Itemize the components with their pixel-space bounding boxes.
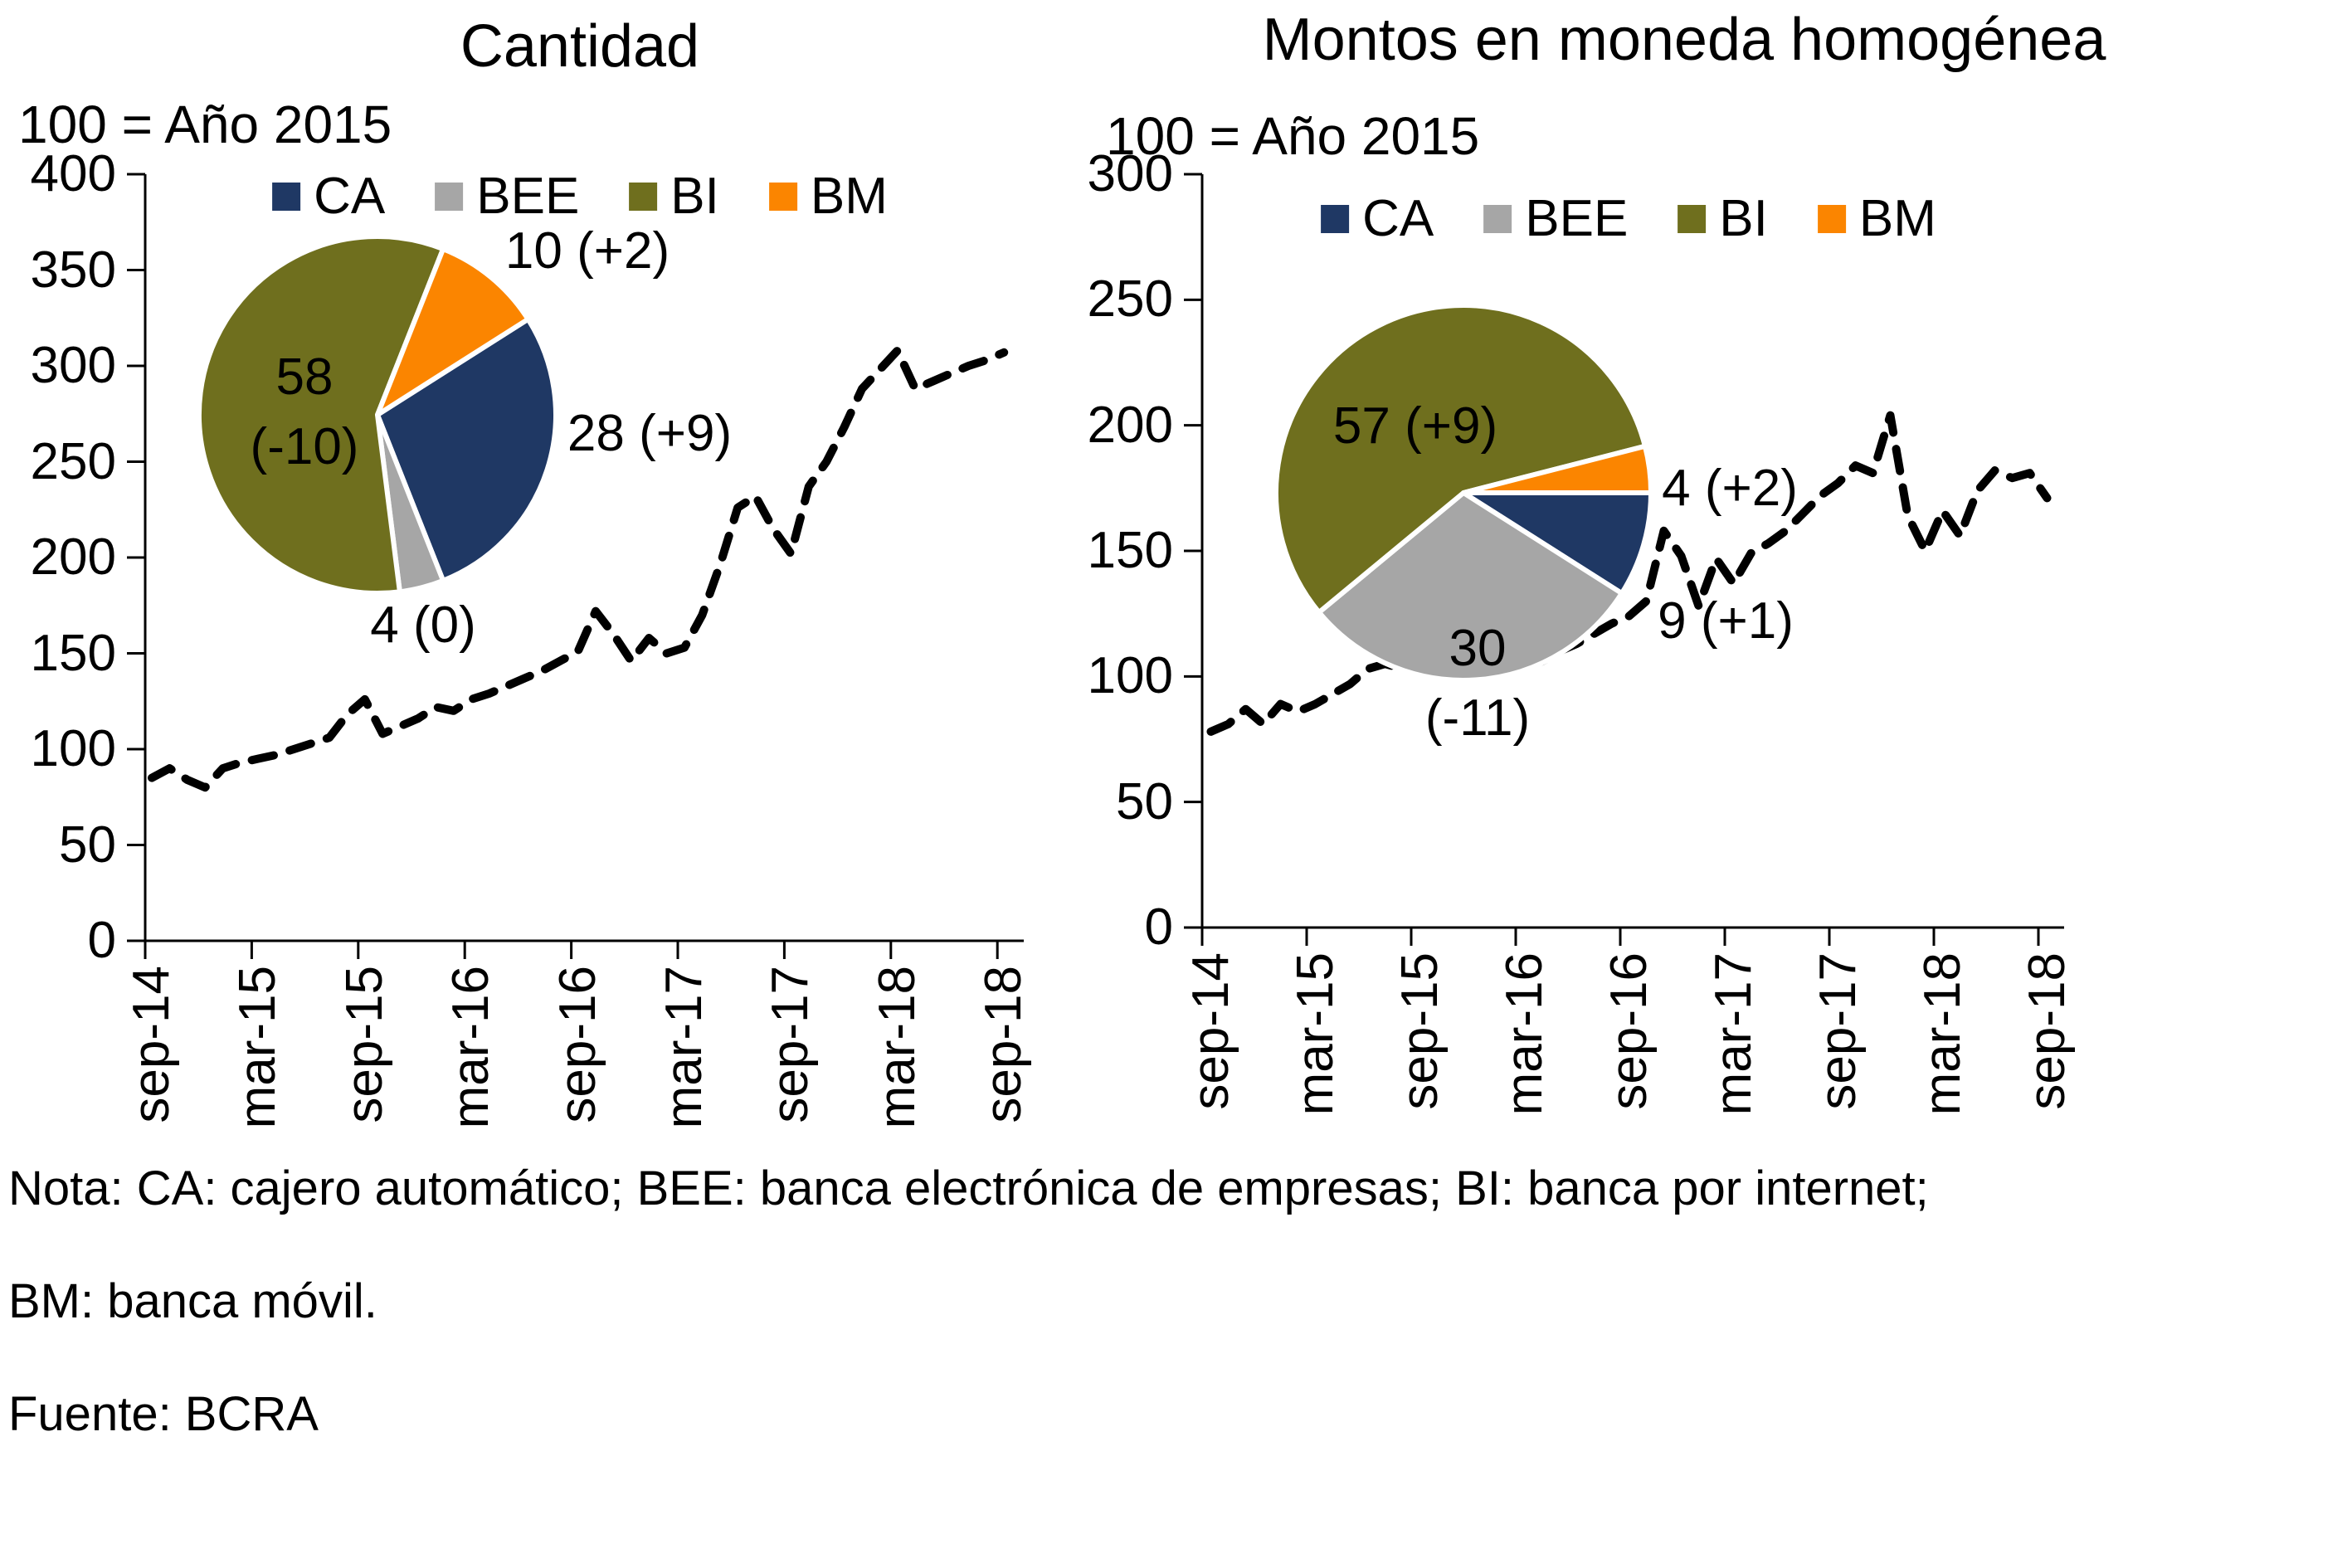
left-legend-label-bi: BI [670, 168, 719, 225]
right-legend-item-bm: BM [1817, 190, 1936, 248]
right-legend-item-bi: BI [1678, 190, 1768, 248]
left-x-tick-label: sep-15 [335, 966, 393, 1123]
left-x-tick-label: sep-18 [975, 966, 1033, 1123]
bm-legend-swatch-icon [1817, 205, 1846, 233]
left-y-tick-label: 300 [30, 337, 116, 394]
left-legend-label-bee: BEE [476, 168, 580, 225]
right-pie-label-BM: 4 (+2) [1662, 460, 1798, 517]
right-line-series [1206, 411, 2052, 736]
ca-legend-swatch-icon [272, 183, 301, 211]
right-pie-slice-BEE [1316, 490, 1624, 683]
left-y-tick-label: 200 [30, 528, 116, 586]
right-legend-item-bee: BEE [1483, 190, 1628, 248]
right-y-tick-label: 50 [1116, 772, 1173, 830]
right-pie-slice-BI [1273, 302, 1648, 616]
left-pie-label-BI: 58 (-10) [250, 348, 359, 475]
left-legend-item-bm: BM [768, 168, 888, 226]
right-chart-title: Montos en moneda homogénea [1262, 7, 2106, 73]
right-x-tick-label: mar-16 [1495, 952, 1553, 1116]
right-x-tick-label: sep-15 [1390, 952, 1449, 1110]
right-pie-slice-CA [1461, 490, 1653, 597]
right-legend-label-bm: BM [1858, 190, 1936, 247]
right-x-tick-label: sep-17 [1809, 952, 1867, 1110]
left-legend-item-bi: BI [629, 168, 719, 226]
right-x-tick-label: mar-18 [1913, 952, 1971, 1116]
right-y-tick-label: 200 [1087, 396, 1173, 454]
left-y-tick-label: 400 [30, 145, 116, 202]
left-chart-subtitle: 100 = Año 2015 [18, 95, 392, 154]
right-legend-label-bi: BI [1719, 190, 1768, 247]
left-y-tick-label: 100 [30, 720, 116, 777]
right-pie-label-CA: 9 (+1) [1658, 592, 1794, 650]
right-y-tick-label: 150 [1087, 522, 1173, 579]
bi-legend-swatch-icon [1678, 205, 1707, 233]
right-legend-label-bee: BEE [1525, 190, 1629, 247]
left-x-tick-label: sep-14 [123, 966, 180, 1123]
left-legend-item-bee: BEE [435, 168, 579, 226]
bm-legend-swatch-icon [768, 183, 797, 211]
right-chart-subtitle: 100 = Año 2015 [1106, 106, 1480, 166]
left-x-tick-label: sep-16 [548, 966, 606, 1123]
left-pie-label-BM: 10 (+2) [504, 222, 670, 280]
left-x-tick-label: mar-17 [655, 966, 713, 1129]
bi-legend-swatch-icon [629, 183, 658, 211]
left-legend: CA BEE BI BM [272, 168, 888, 226]
ca-legend-swatch-icon [1321, 205, 1350, 233]
right-y-tick-label: 100 [1087, 647, 1173, 705]
left-x-tick-label: mar-18 [868, 966, 926, 1129]
right-y-tick-label: 0 [1144, 898, 1173, 956]
left-pie-label-BEE: 4 (0) [370, 597, 476, 654]
right-y-tick-label: 300 [1087, 145, 1173, 202]
right-x-tick-label: sep-14 [1181, 952, 1239, 1110]
right-pie-label-BI: 57 (+9) [1332, 397, 1498, 455]
left-pie-slice-CA [375, 316, 558, 583]
left-x-tick-label: mar-15 [229, 966, 287, 1129]
note-line-3: Fuente: BCRA [8, 1387, 319, 1441]
left-x-tick-label: sep-17 [762, 966, 820, 1123]
left-y-tick-label: 0 [87, 912, 116, 969]
right-legend-label-ca: CA [1362, 190, 1434, 247]
left-line-series [148, 346, 1009, 792]
right-x-tick-label: mar-17 [1704, 952, 1762, 1116]
right-y-tick-label: 250 [1087, 270, 1173, 329]
right-pie-slice-BM [1461, 443, 1653, 495]
right-pie-label-BEE: 30 (-11) [1424, 620, 1531, 747]
right-legend: CA BEE BI BM [1321, 190, 1936, 248]
right-x-tick-label: sep-16 [1600, 952, 1658, 1110]
left-pie-slice-BM [375, 246, 531, 417]
left-legend-label-bm: BM [810, 168, 888, 225]
note-line-1: Nota: CA: cajero automático; BEE: banca … [8, 1161, 1929, 1215]
left-y-tick-label: 250 [30, 432, 116, 490]
right-legend-item-ca: CA [1321, 190, 1434, 248]
right-x-tick-label: sep-18 [2018, 952, 2076, 1110]
bee-legend-swatch-icon [435, 183, 464, 211]
note-block: Nota: CA: cajero automático; BEE: banca … [8, 1158, 1929, 1497]
left-legend-item-ca: CA [272, 168, 385, 226]
left-x-tick-label: mar-16 [442, 966, 500, 1129]
left-pie-label-CA: 28 (+9) [567, 405, 733, 462]
left-y-tick-label: 50 [59, 816, 116, 874]
left-legend-label-ca: CA [314, 168, 386, 225]
left-chart-title: Cantidad [460, 13, 700, 80]
left-pie-slice-BI [196, 234, 446, 596]
right-x-tick-label: mar-15 [1286, 952, 1344, 1116]
note-line-2: BM: banca móvil. [8, 1274, 377, 1328]
left-y-tick-label: 350 [30, 241, 116, 299]
left-y-tick-label: 150 [30, 624, 116, 682]
bee-legend-swatch-icon [1483, 205, 1512, 233]
